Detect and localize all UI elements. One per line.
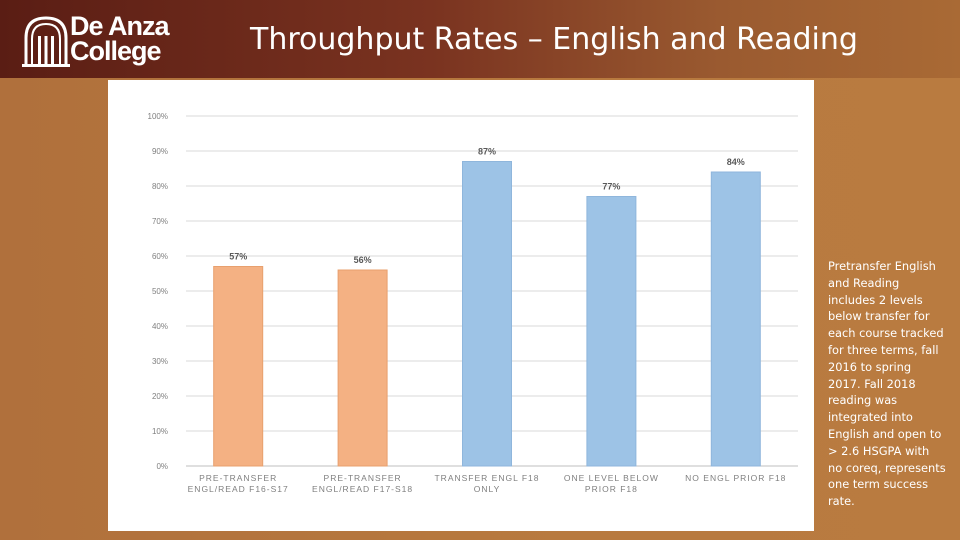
- bar: [337, 269, 388, 467]
- y-tick-label: 80%: [152, 182, 168, 191]
- logo-line-2: College: [70, 36, 162, 66]
- data-label: 57%: [229, 252, 247, 262]
- page-title: Throughput Rates – English and Reading: [250, 22, 858, 57]
- category-label: PRE-TRANSFER: [324, 473, 402, 483]
- y-tick-label: 40%: [152, 322, 168, 331]
- y-tick-label: 0%: [156, 462, 168, 471]
- college-logo-text: De Anza College: [70, 11, 170, 66]
- y-tick-label: 100%: [148, 112, 168, 121]
- bar: [710, 171, 761, 467]
- bar-chart: 0% 10% 20% 30% 40% 50% 60% 70% 80% 90% 100% 57% PRE-…: [148, 112, 798, 494]
- y-tick-label: 50%: [152, 287, 168, 296]
- category-label: ONLY: [474, 484, 501, 494]
- y-tick-label: 70%: [152, 217, 168, 226]
- y-tick-label: 20%: [152, 392, 168, 401]
- category-label: PRIOR F18: [585, 484, 638, 494]
- category-label: NO ENGL PRIOR F18: [685, 473, 786, 483]
- data-label: 84%: [727, 157, 745, 167]
- bar: [586, 196, 637, 467]
- college-logo-icon: [22, 16, 70, 67]
- data-label: 56%: [354, 255, 372, 265]
- category-label: PRE-TRANSFER: [199, 473, 277, 483]
- chart-panel: 0% 10% 20% 30% 40% 50% 60% 70% 80% 90% 100% 57% PRE-…: [108, 80, 814, 531]
- category-label: ENGL/READ F17-S18: [312, 484, 413, 494]
- logo-line-1: De Anza: [70, 11, 170, 41]
- category-label: ENGL/READ F16-S17: [188, 484, 289, 494]
- header-bar: De Anza College Throughput Rates – Engli…: [0, 0, 960, 78]
- category-label: TRANSFER ENGL F18: [434, 473, 539, 483]
- data-label: 77%: [602, 182, 620, 192]
- chart-note: Pretransfer English and Reading includes…: [828, 259, 946, 509]
- y-tick-label: 10%: [152, 427, 168, 436]
- bar: [213, 266, 264, 467]
- bar: [462, 161, 512, 467]
- category-label: ONE LEVEL BELOW: [564, 473, 659, 483]
- y-tick-label: 90%: [152, 147, 168, 156]
- data-label: 87%: [478, 147, 496, 157]
- y-tick-label: 30%: [152, 357, 168, 366]
- y-tick-label: 60%: [152, 252, 168, 261]
